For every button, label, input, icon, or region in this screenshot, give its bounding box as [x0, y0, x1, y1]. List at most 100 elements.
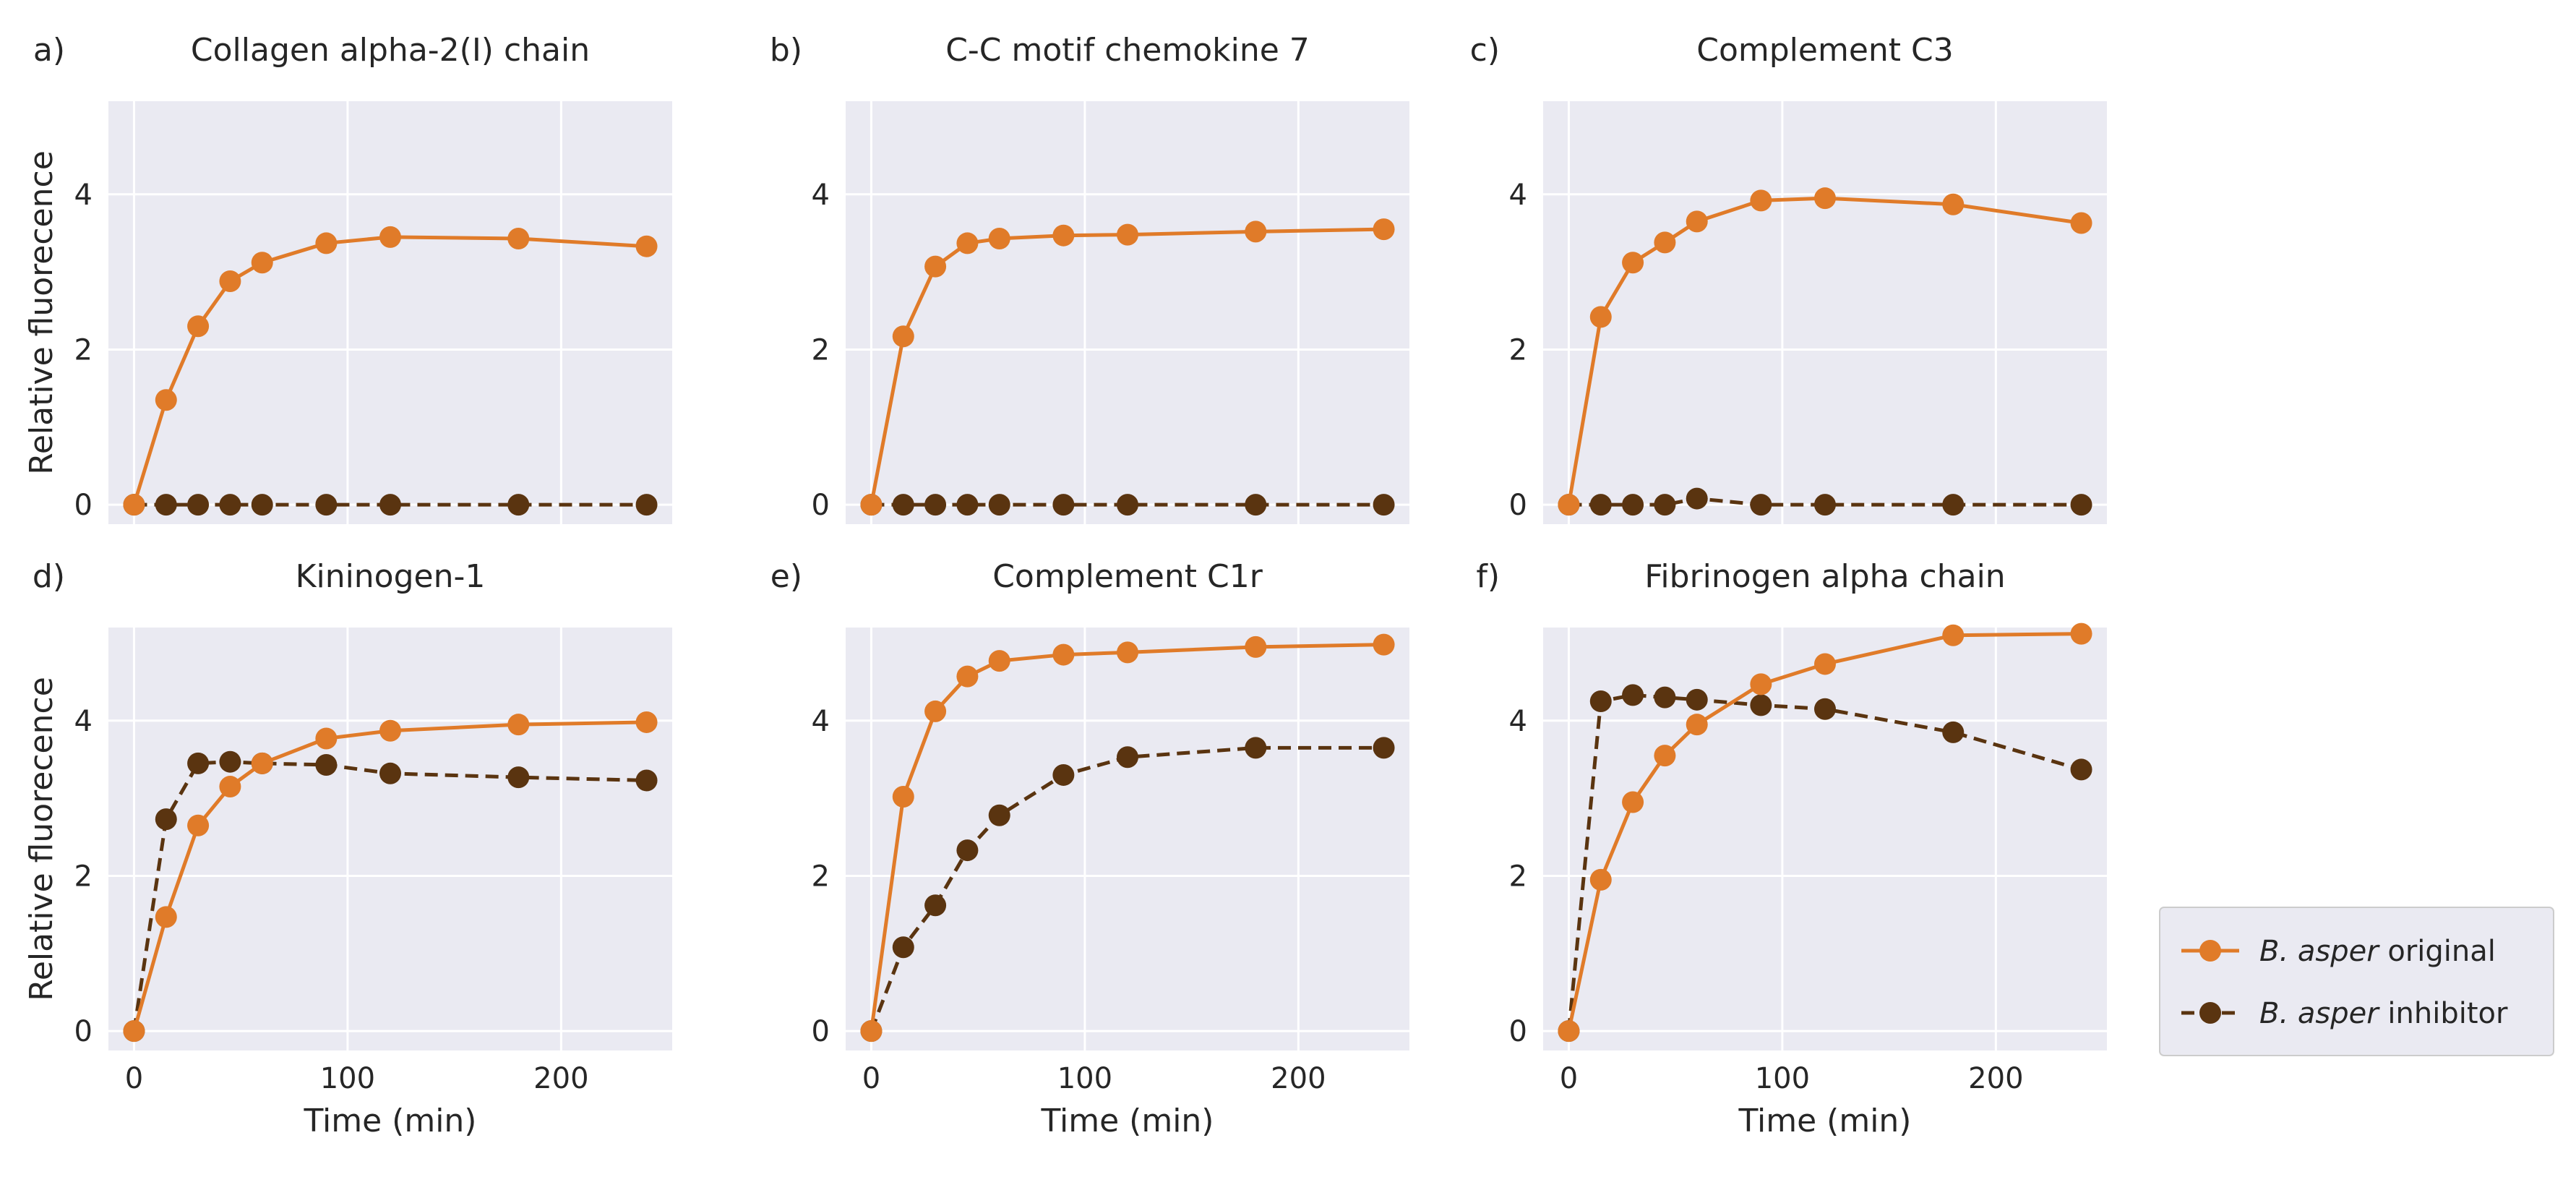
- data-point-original: [1622, 252, 1644, 274]
- data-point-inhibitor: [988, 804, 1010, 826]
- y-axis-label: Relative fluorecence: [23, 677, 60, 1001]
- data-point-original: [219, 776, 241, 798]
- y-tick-label: 2: [1509, 860, 1527, 893]
- data-point-original: [635, 711, 658, 733]
- data-point-original: [924, 700, 947, 722]
- panel-c: 0 2 4 c) Complement C3: [1470, 32, 2107, 524]
- data-point-inhibitor: [1654, 494, 1676, 516]
- plot-background: [108, 628, 672, 1050]
- data-point-inhibitor: [1622, 684, 1644, 706]
- data-point-original: [1814, 653, 1836, 675]
- data-point-original: [860, 494, 883, 516]
- data-point-inhibitor: [1814, 494, 1836, 516]
- panel-a: 0 2 4 Relative fluorecence a) Collagen alpha-…: [23, 32, 672, 524]
- data-point-original: [155, 906, 177, 928]
- data-point-inhibitor: [507, 766, 530, 789]
- data-point-inhibitor: [1117, 746, 1138, 769]
- data-point-original: [1942, 624, 1965, 646]
- legend-species: B. asper: [2259, 997, 2380, 1030]
- data-point-original: [1117, 223, 1138, 246]
- data-point-original: [1052, 224, 1075, 247]
- data-point-inhibitor: [956, 839, 979, 862]
- data-point-inhibitor: [187, 494, 210, 516]
- data-point-original: [892, 325, 914, 348]
- panel-label: c): [1470, 32, 1500, 69]
- data-point-inhibitor: [315, 494, 338, 516]
- data-point-original: [251, 752, 273, 774]
- data-point-original: [1558, 494, 1580, 516]
- data-point-inhibitor: [155, 494, 177, 516]
- plot-background: [846, 101, 1409, 524]
- panel-f: 0 2 4 0 100 200 Time (min) f) Fibrinogen alpha c…: [1476, 558, 2107, 1139]
- legend-condition: original: [2379, 935, 2496, 968]
- data-point-inhibitor: [1686, 487, 1708, 510]
- y-tick-label: 0: [1509, 1015, 1527, 1048]
- panel-label: a): [33, 32, 65, 69]
- data-point-inhibitor: [924, 894, 947, 917]
- data-point-original: [988, 227, 1010, 249]
- data-point-original: [155, 389, 177, 411]
- data-point-inhibitor: [1814, 698, 1836, 720]
- data-point-inhibitor: [1373, 737, 1395, 759]
- panel-label: f): [1476, 558, 1500, 595]
- y-tick-label: 4: [74, 705, 93, 738]
- data-point-original: [1750, 189, 1772, 212]
- data-point-original: [892, 786, 914, 808]
- panel-title: Complement C3: [1696, 32, 1954, 69]
- data-point-original: [924, 255, 947, 278]
- data-point-original: [1622, 791, 1644, 813]
- data-point-inhibitor: [1622, 494, 1644, 516]
- data-point-inhibitor: [1245, 494, 1267, 516]
- legend-box: [2159, 907, 2554, 1056]
- legend-species: B. asper: [2259, 935, 2380, 968]
- data-point-inhibitor: [251, 494, 273, 516]
- data-point-inhibitor: [2070, 758, 2092, 781]
- data-point-inhibitor: [1942, 494, 1965, 516]
- legend-marker-original: [2199, 940, 2221, 962]
- data-point-inhibitor: [1117, 494, 1138, 516]
- data-point-inhibitor: [892, 936, 914, 959]
- data-point-original: [2070, 212, 2092, 234]
- data-point-original: [1814, 187, 1836, 210]
- data-point-original: [1654, 231, 1676, 254]
- panel-d: 0 2 4 0 100 200 Time (min) Relative fluorecence…: [23, 558, 672, 1139]
- y-tick-label: 4: [812, 179, 830, 212]
- data-point-original: [988, 650, 1010, 672]
- data-point-original: [1942, 193, 1965, 215]
- data-point-inhibitor: [924, 494, 947, 516]
- x-axis-label: Time (min): [1041, 1103, 1214, 1139]
- data-point-inhibitor: [635, 494, 658, 516]
- x-tick-label: 100: [1755, 1062, 1810, 1095]
- panel-title: Complement C1r: [992, 558, 1263, 595]
- data-point-inhibitor: [219, 750, 241, 773]
- x-axis-label: Time (min): [304, 1103, 477, 1139]
- data-point-original: [1654, 745, 1676, 767]
- x-tick-label: 200: [1271, 1062, 1326, 1095]
- data-point-original: [187, 315, 210, 338]
- panel-label: d): [33, 558, 65, 595]
- panel-e: 0 2 4 0 100 200 Time (min) e) Complement C1r: [770, 558, 1409, 1139]
- data-point-inhibitor: [1686, 688, 1708, 711]
- data-point-inhibitor: [1750, 694, 1772, 716]
- data-point-inhibitor: [155, 808, 177, 831]
- data-point-inhibitor: [892, 494, 914, 516]
- data-point-original: [1245, 635, 1267, 658]
- data-point-inhibitor: [1942, 721, 1965, 743]
- legend-label-inhibitor: B. asper inhibitor: [2259, 997, 2508, 1030]
- plot-background: [846, 628, 1409, 1050]
- x-tick-label: 200: [533, 1062, 588, 1095]
- x-tick-label: 0: [1560, 1062, 1578, 1095]
- data-point-original: [251, 252, 273, 274]
- data-point-original: [1117, 641, 1138, 664]
- data-point-inhibitor: [1654, 686, 1676, 709]
- data-point-inhibitor: [1052, 494, 1075, 516]
- x-tick-label: 200: [1968, 1062, 2023, 1095]
- y-tick-label: 0: [74, 1015, 93, 1048]
- panel-label: b): [770, 32, 802, 69]
- data-point-original: [1245, 221, 1267, 243]
- data-point-inhibitor: [1052, 763, 1075, 786]
- data-point-original: [956, 665, 979, 688]
- legend: B. asper original B. asper inhibitor: [2159, 907, 2554, 1056]
- data-point-original: [2070, 622, 2092, 645]
